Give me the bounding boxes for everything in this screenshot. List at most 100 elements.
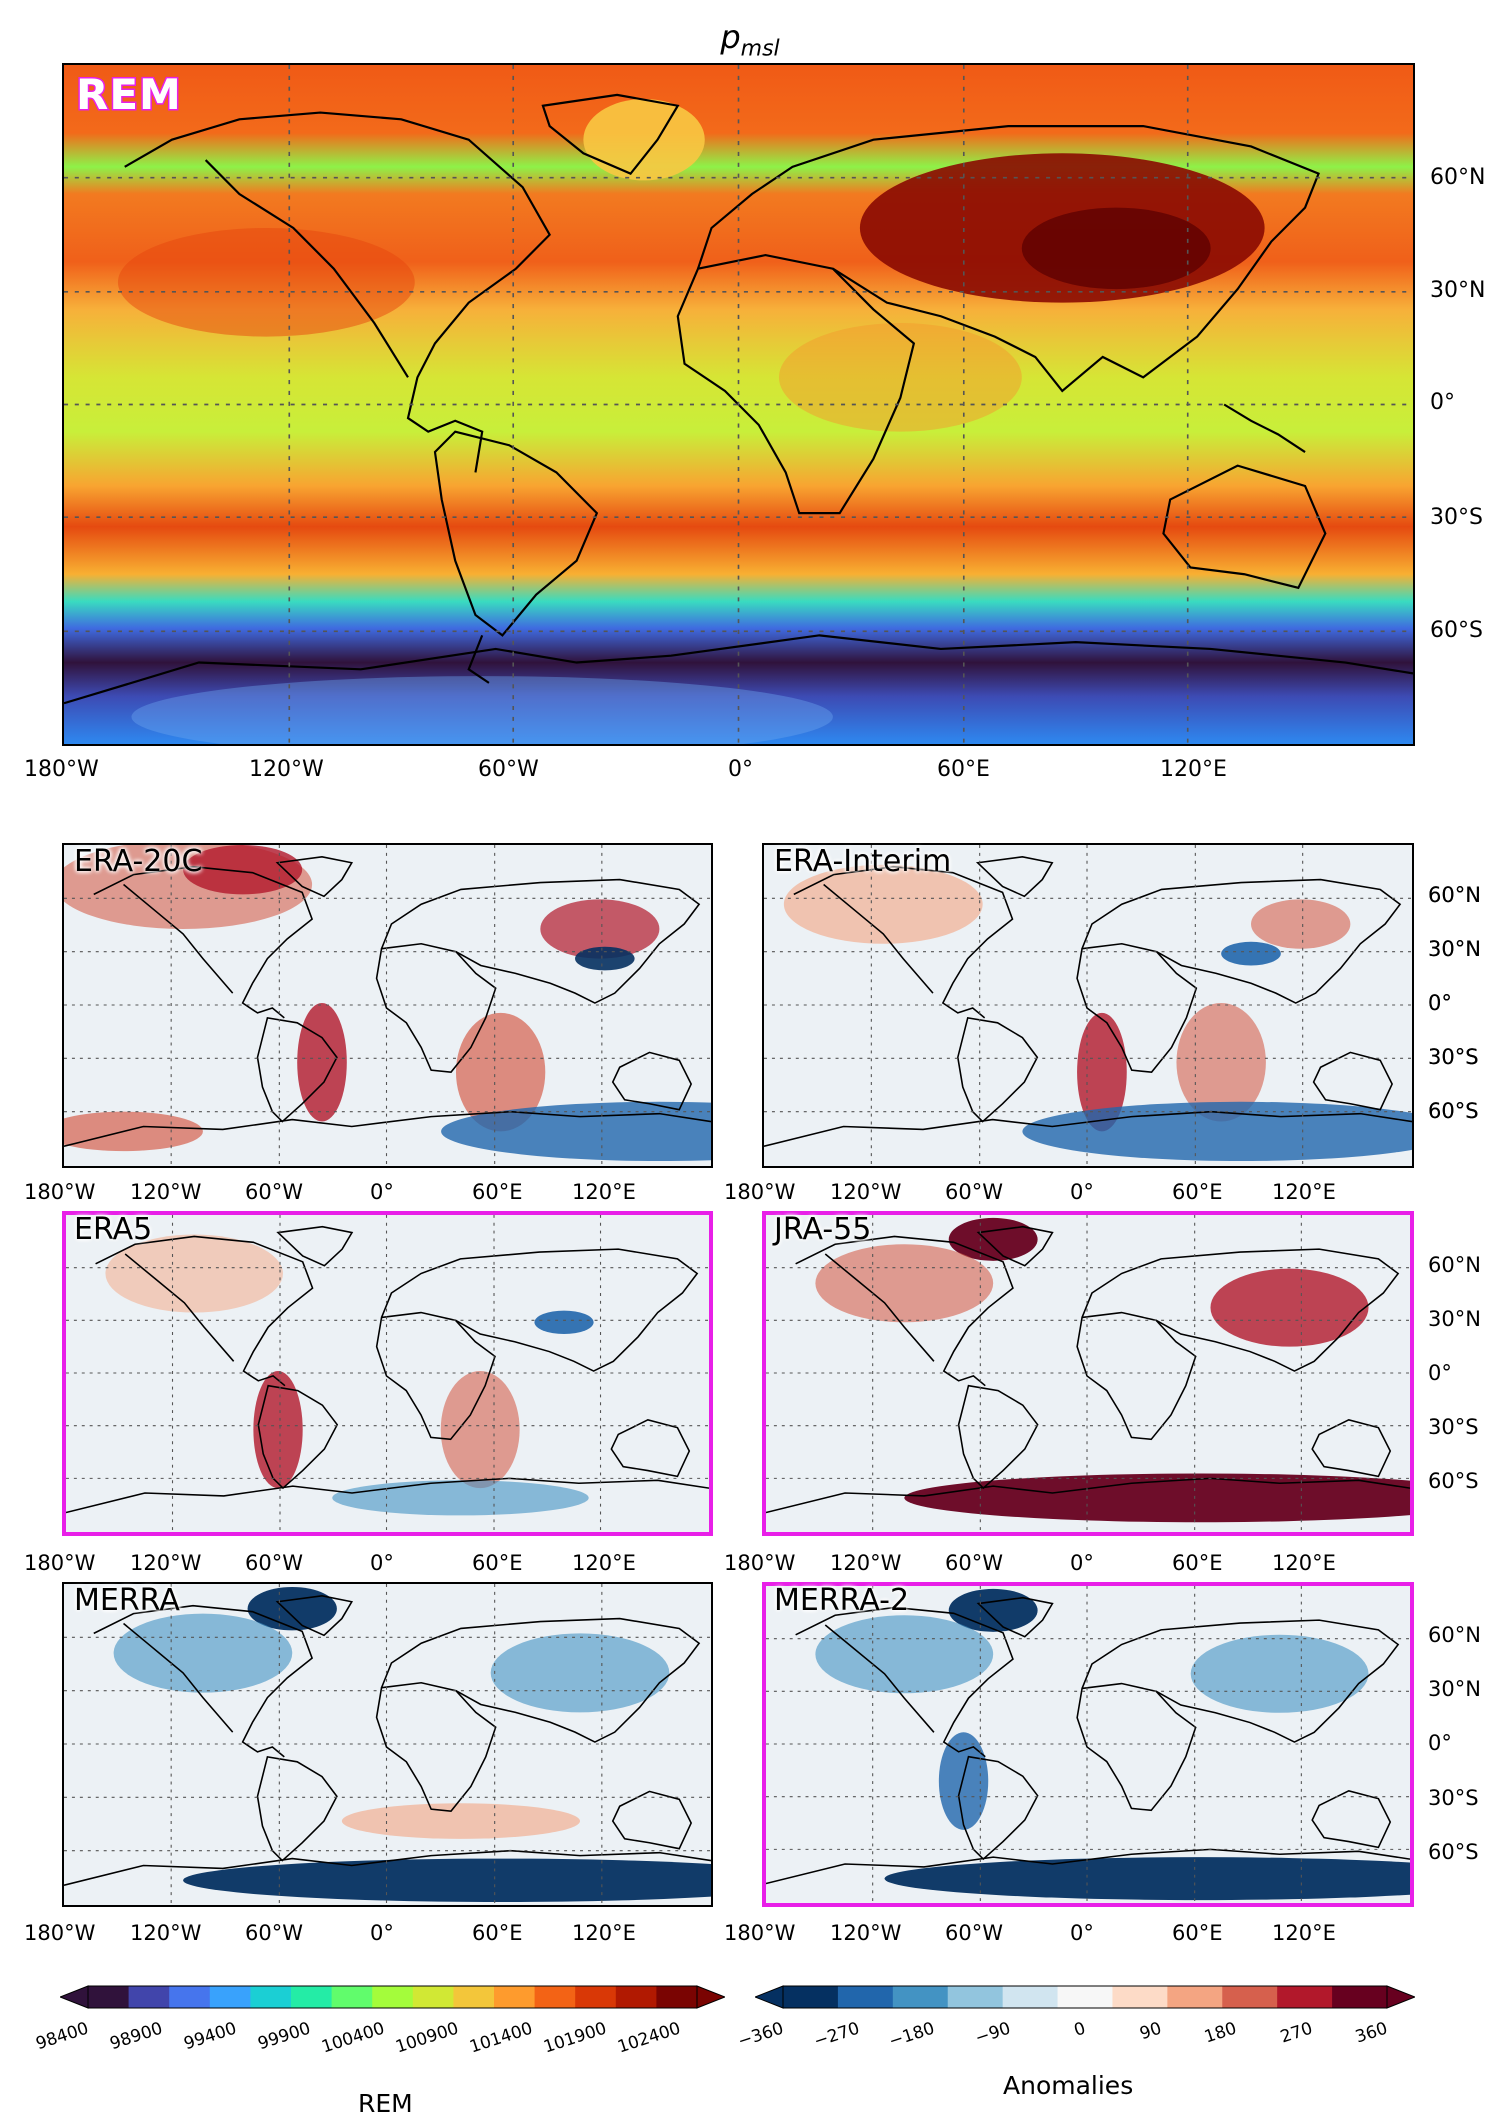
- jra-55-map: [766, 1215, 1410, 1532]
- lat-tick: 30°N: [1428, 937, 1481, 961]
- era5-map: [66, 1215, 709, 1532]
- rem-colorbar-tick: 98400: [33, 2018, 92, 2055]
- lat-tick: 60°N: [1428, 883, 1481, 907]
- lat-tick: 60°N: [1428, 1623, 1481, 1647]
- jra-55-panel-label: JRA-55: [774, 1212, 872, 1247]
- era-20c-map: [64, 845, 711, 1166]
- lon-tick: 0°: [1070, 1551, 1094, 1575]
- lat-tick: 30°N: [1428, 1307, 1481, 1331]
- merra-2-map-panel: [762, 1582, 1414, 1907]
- merra-panel-label: MERRA: [74, 1583, 180, 1618]
- merra-2-panel-label: MERRA-2: [774, 1583, 910, 1618]
- merra-map-panel: [62, 1582, 713, 1907]
- lon-tick: 120°W: [830, 1921, 902, 1945]
- lon-tick: 180°W: [24, 1180, 96, 1204]
- lon-tick: 60°E: [472, 1551, 523, 1575]
- rem-map: [64, 65, 1413, 744]
- anomaly-colorbar-tick: −180: [886, 2018, 938, 2052]
- anomaly-colorbar-tick: 0: [1071, 2018, 1089, 2041]
- lon-tick: 60°E: [1172, 1551, 1223, 1575]
- merra-2-map: [766, 1586, 1410, 1903]
- graticule: [64, 65, 1413, 744]
- lat-tick: 30°S: [1428, 1045, 1479, 1069]
- lon-tick: 180°W: [724, 1921, 796, 1945]
- lon-tick: 120°E: [572, 1180, 636, 1204]
- lat-tick: 0°: [1428, 1361, 1452, 1385]
- lon-tick: 120°E: [1272, 1921, 1336, 1945]
- lat-tick: 30°N: [1430, 278, 1486, 303]
- lon-tick: 0°: [1070, 1921, 1094, 1945]
- anomaly-colorbar-tick: 90: [1136, 2018, 1164, 2045]
- jra-55-map-panel: [762, 1211, 1414, 1536]
- lon-tick: 60°E: [937, 757, 990, 782]
- lat-tick: 60°S: [1428, 1469, 1479, 1493]
- lon-tick: 120°E: [572, 1551, 636, 1575]
- rem-colorbar-tick: 98900: [107, 2018, 166, 2055]
- era-interim-panel-label: ERA-Interim: [774, 844, 952, 879]
- lon-tick: 60°W: [245, 1180, 303, 1204]
- anomaly-colorbar-title: Anomalies: [1003, 2071, 1134, 2100]
- lon-tick: 120°E: [1272, 1551, 1336, 1575]
- anomaly-colorbar-tick: 360: [1353, 2018, 1391, 2048]
- rem-colorbar-tick: 101900: [541, 2018, 610, 2058]
- lat-tick: 60°N: [1428, 883, 1481, 907]
- lat-tick: 30°N: [1428, 1677, 1481, 1701]
- rem-colorbar-tick: 100900: [393, 2018, 462, 2058]
- lon-tick: 60°W: [245, 1551, 303, 1575]
- lat-tick: 0°: [1428, 991, 1452, 1015]
- lon-tick: 120°W: [249, 757, 324, 782]
- lat-tick: 30°S: [1428, 1415, 1479, 1439]
- lat-tick: 30°S: [1428, 1045, 1479, 1069]
- lat-tick: 60°S: [1428, 1840, 1479, 1864]
- rem-map-panel: [62, 63, 1415, 746]
- lon-tick: 180°W: [724, 1180, 796, 1204]
- lon-tick: 0°: [370, 1921, 394, 1945]
- lon-tick: 60°E: [472, 1921, 523, 1945]
- anomaly-colorbar: [753, 1983, 1417, 2011]
- lat-tick: 60°N: [1428, 1253, 1481, 1277]
- lon-tick: 60°E: [472, 1180, 523, 1204]
- lat-tick: 0°: [1430, 390, 1455, 415]
- rem-colorbar: [58, 1983, 727, 2011]
- lat-tick: 0°: [1428, 991, 1452, 1015]
- lat-tick: 30°S: [1428, 1786, 1479, 1810]
- anomaly-colorbar-tick: −90: [972, 2018, 1013, 2049]
- lon-tick: 180°W: [724, 1551, 796, 1575]
- rem-panel-label: REM: [75, 69, 183, 121]
- lat-tick: 0°: [1428, 1731, 1452, 1755]
- lon-tick: 120°W: [830, 1551, 902, 1575]
- merra-map: [64, 1584, 711, 1905]
- rem-colorbar-tick: 102400: [615, 2018, 684, 2058]
- lat-tick: 60°S: [1428, 1099, 1479, 1123]
- lon-tick: 120°E: [1272, 1180, 1336, 1204]
- lon-tick: 60°E: [1172, 1180, 1223, 1204]
- lon-tick: 60°W: [945, 1921, 1003, 1945]
- lon-tick: 120°E: [572, 1921, 636, 1945]
- anomaly-colorbar-tick: −360: [735, 2018, 787, 2052]
- rem-colorbar-tick: 101400: [467, 2018, 536, 2058]
- era5-panel-label: ERA5: [74, 1212, 153, 1247]
- era-interim-map-panel: [762, 843, 1414, 1168]
- lon-tick: 180°W: [24, 757, 99, 782]
- era-interim-map: [764, 845, 1412, 1166]
- rem-colorbar-title: REM: [358, 2089, 413, 2118]
- lon-tick: 120°W: [130, 1180, 202, 1204]
- lon-tick: 0°: [370, 1551, 394, 1575]
- lon-tick: 120°W: [830, 1180, 902, 1204]
- lon-tick: 60°W: [945, 1551, 1003, 1575]
- figure-title: pmsl: [720, 18, 780, 62]
- anomaly-colorbar-tick: 180: [1202, 2018, 1240, 2048]
- era-20c-map-panel: [62, 843, 713, 1168]
- lon-tick: 0°: [1070, 1180, 1094, 1204]
- lon-tick: 180°W: [24, 1921, 96, 1945]
- anomaly-colorbar-tick: 270: [1277, 2018, 1315, 2048]
- lon-tick: 60°W: [245, 1921, 303, 1945]
- lat-tick: 60°S: [1428, 1099, 1479, 1123]
- rem-colorbar-tick: 99400: [181, 2018, 240, 2055]
- lat-tick: 30°S: [1430, 505, 1483, 530]
- coastlines: [64, 93, 1413, 705]
- lon-tick: 120°E: [1160, 757, 1227, 782]
- lon-tick: 0°: [370, 1180, 394, 1204]
- lon-tick: 180°W: [24, 1551, 96, 1575]
- lat-tick: 60°S: [1430, 618, 1483, 643]
